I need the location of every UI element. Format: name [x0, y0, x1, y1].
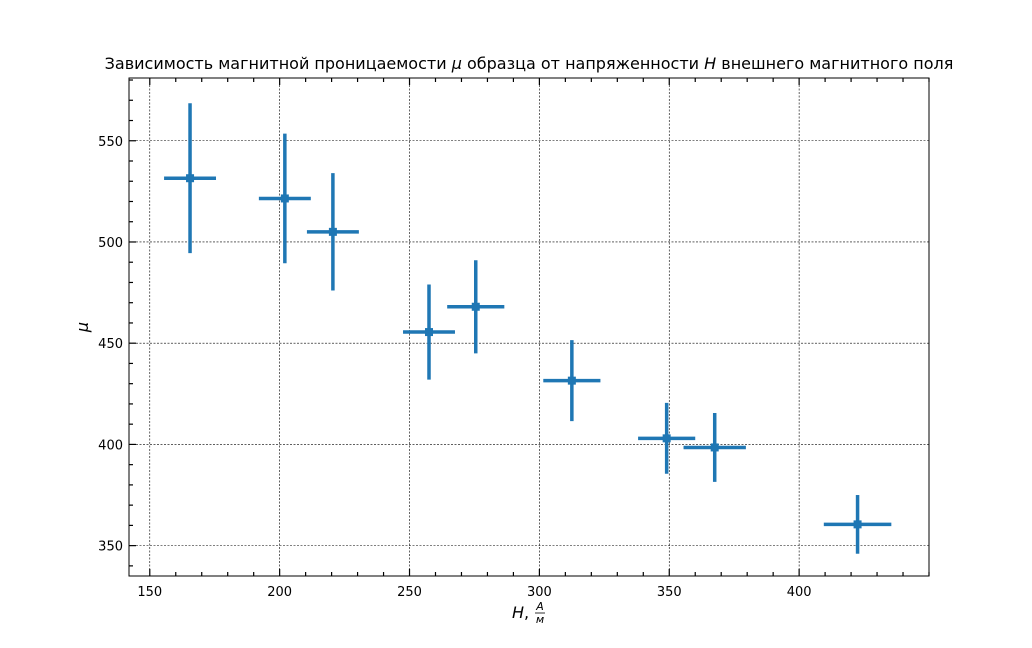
- error-bars: [164, 103, 892, 554]
- y-tick-label: 500: [98, 236, 123, 251]
- x-tick-labels: 150 200 250 300 350 400: [137, 585, 811, 600]
- y-tick-label: 350: [98, 540, 123, 555]
- data-point: [710, 443, 719, 452]
- x-tick-label: 350: [657, 585, 682, 600]
- data-point: [425, 328, 433, 337]
- data-point: [471, 302, 480, 311]
- x-tick-label: 300: [527, 585, 552, 600]
- plot-frame: [128, 77, 930, 577]
- y-tick-label: 450: [98, 337, 123, 352]
- data-point: [567, 376, 576, 385]
- data-point: [328, 227, 337, 236]
- data-point: [186, 174, 195, 183]
- data-point: [662, 434, 671, 443]
- x-axis-label: H, A м: [512, 600, 545, 626]
- x-axis-unit-denominator: м: [536, 613, 544, 626]
- x-tick-label: 250: [397, 585, 422, 600]
- x-tick-label: 200: [267, 585, 292, 600]
- data-point: [853, 520, 862, 529]
- data-point: [280, 194, 289, 203]
- chart-title: Зависимость магнитной проницаемости μ об…: [105, 54, 954, 73]
- x-tick-label: 150: [137, 585, 162, 600]
- axis-ticks: [129, 78, 930, 576]
- y-axis-label: μ: [73, 322, 92, 333]
- y-tick-labels: 350 400 450 500 550: [98, 135, 123, 555]
- y-tick-label: 400: [98, 438, 123, 453]
- x-axis-unit-numerator: A: [535, 600, 544, 613]
- y-tick-label: 550: [98, 135, 123, 150]
- grid: [129, 78, 929, 576]
- svg-text:H,: H,: [512, 603, 529, 622]
- x-tick-label: 400: [787, 585, 812, 600]
